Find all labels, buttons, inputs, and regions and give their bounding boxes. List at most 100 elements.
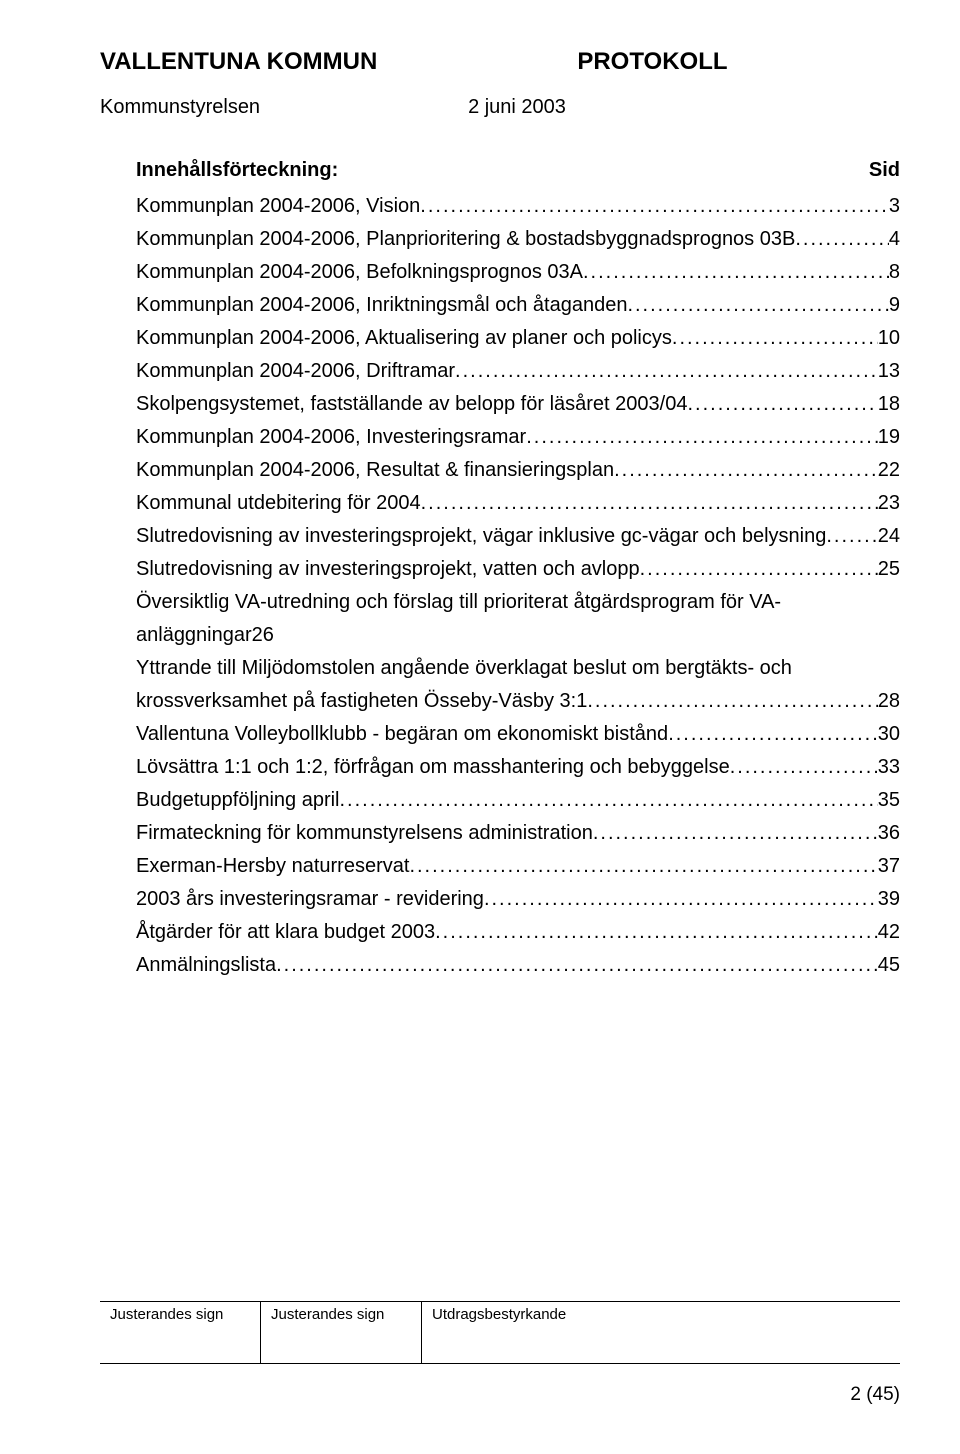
toc-entry-text: Åtgärder för att klara budget 2003: [136, 916, 435, 949]
toc-leader-dots: [593, 817, 878, 850]
toc-entry: Anmälningslista 45: [136, 949, 900, 982]
toc-entry-page: 39: [878, 883, 900, 916]
toc-entry-page: 10: [878, 322, 900, 355]
toc-entry-text: Exerman-Hersby naturreservat: [136, 850, 409, 883]
committee-name: Kommunstyrelsen: [100, 96, 260, 119]
toc-leader-dots: [627, 289, 888, 322]
toc-entry: Vallentuna Volleybollklubb - begäran om …: [136, 718, 900, 751]
toc-entry-text: Slutredovisning av investeringsprojekt, …: [136, 520, 826, 553]
toc-entry-text: 2003 års investeringsramar - revidering: [136, 883, 484, 916]
toc-entry-page: 4: [889, 223, 900, 256]
header-row-2: Kommunstyrelsen 2 juni 2003: [100, 96, 900, 119]
toc-entry-page: 37: [878, 850, 900, 883]
toc-entry: Åtgärder för att klara budget 2003 42: [136, 916, 900, 949]
toc-leader-dots: [730, 751, 878, 784]
toc-page-label: Sid: [869, 159, 900, 182]
toc-leader-dots: [421, 487, 878, 520]
toc-entry-page: 28: [878, 685, 900, 718]
toc-entry-text: Kommunplan 2004-2006, Aktualisering av p…: [136, 322, 672, 355]
toc-entry-page: 3: [889, 190, 900, 223]
toc-entry-text: Kommunplan 2004-2006, Investeringsramar: [136, 421, 526, 454]
toc-entry: Kommunplan 2004-2006, Planprioritering &…: [136, 223, 900, 256]
toc-entry: Översiktlig VA-utredning och förslag til…: [136, 586, 900, 652]
toc-entry-page: 36: [878, 817, 900, 850]
toc-entry-text: Kommunplan 2004-2006, Driftramar: [136, 355, 455, 388]
toc-entry: Kommunplan 2004-2006, Driftramar 13: [136, 355, 900, 388]
toc-leader-dots: [614, 454, 878, 487]
toc-leader-dots: [687, 388, 877, 421]
toc-leader-dots: [583, 256, 889, 289]
toc-entry: Budgetuppföljning april 35: [136, 784, 900, 817]
toc-entry: Kommunplan 2004-2006, Vision 3: [136, 190, 900, 223]
toc-leader-dots: [420, 190, 889, 223]
toc-entry: Exerman-Hersby naturreservat 37: [136, 850, 900, 883]
toc-entry: Firmateckning för kommunstyrelsens admin…: [136, 817, 900, 850]
toc-entry-text: Kommunplan 2004-2006, Planprioritering &…: [136, 223, 795, 256]
toc-entry-page: 23: [878, 487, 900, 520]
signature-cell-1: Justerandes sign: [100, 1302, 261, 1363]
toc-leader-dots: [484, 883, 878, 916]
toc-entry-page: 45: [878, 949, 900, 982]
toc-entry: Kommunplan 2004-2006, Inriktningsmål och…: [136, 289, 900, 322]
toc-leader-dots: [668, 718, 878, 751]
meeting-date: 2 juni 2003: [468, 96, 566, 119]
toc-entry-text: Kommunplan 2004-2006, Vision: [136, 190, 420, 223]
toc-entry: Yttrande till Miljödomstolen angående öv…: [136, 652, 900, 718]
toc-entry-text: Kommunplan 2004-2006, Befolkningsprognos…: [136, 256, 583, 289]
document-type: PROTOKOLL: [577, 48, 727, 76]
toc-header: Innehållsförteckning: Sid: [136, 159, 900, 182]
toc-entry: Skolpengsystemet, fastställande av belop…: [136, 388, 900, 421]
toc-entry-text: Lövsättra 1:1 och 1:2, förfrågan om mass…: [136, 751, 730, 784]
toc-entry-page: 30: [878, 718, 900, 751]
toc-entry-text: Skolpengsystemet, fastställande av belop…: [136, 388, 687, 421]
toc-entry-page: 24: [878, 520, 900, 553]
toc-entry-text: Budgetuppföljning april: [136, 784, 340, 817]
table-of-contents: Kommunplan 2004-2006, Vision3Kommunplan …: [136, 190, 900, 982]
toc-entry: Kommunal utdebitering för 2004 23: [136, 487, 900, 520]
toc-entry-text: Översiktlig VA-utredning och förslag til…: [136, 591, 781, 646]
toc-leader-dots: [340, 784, 878, 817]
toc-entry-text: Anmälningslista: [136, 949, 276, 982]
toc-entry-text-line1: Yttrande till Miljödomstolen angående öv…: [136, 652, 900, 685]
toc-entry-page: 33: [878, 751, 900, 784]
toc-leader-dots: [435, 916, 878, 949]
toc-entry: 2003 års investeringsramar - revidering 3…: [136, 883, 900, 916]
toc-entry: Kommunplan 2004-2006, Resultat & finansi…: [136, 454, 900, 487]
toc-leader-dots: [276, 949, 878, 982]
toc-entry-page: 42: [878, 916, 900, 949]
toc-entry-text: Kommunplan 2004-2006, Inriktningsmål och…: [136, 289, 627, 322]
toc-entry-text: Kommunal utdebitering för 2004: [136, 487, 421, 520]
signature-cell-3: Utdragsbestyrkande: [422, 1302, 900, 1363]
org-name: VALLENTUNA KOMMUN: [100, 48, 377, 76]
signature-table: Justerandes sign Justerandes sign Utdrag…: [100, 1301, 900, 1364]
toc-entry: Slutredovisning av investeringsprojekt, …: [136, 520, 900, 553]
toc-leader-dots: [826, 520, 877, 553]
toc-entry-page: 35: [878, 784, 900, 817]
toc-entry-text-line2: krossverksamhet på fastigheten Össeby-Vä…: [136, 685, 587, 718]
toc-entry: Kommunplan 2004-2006, Investeringsramar 1…: [136, 421, 900, 454]
toc-leader-dots: [795, 223, 889, 256]
toc-entry: Kommunplan 2004-2006, Befolkningsprognos…: [136, 256, 900, 289]
toc-leader-dots: [672, 322, 878, 355]
header-row-1: VALLENTUNA KOMMUN PROTOKOLL: [100, 48, 900, 76]
toc-entry: Lövsättra 1:1 och 1:2, förfrågan om mass…: [136, 751, 900, 784]
page-footer: Justerandes sign Justerandes sign Utdrag…: [100, 1301, 900, 1406]
toc-leader-dots: [526, 421, 878, 454]
toc-entry-text: Kommunplan 2004-2006, Resultat & finansi…: [136, 454, 614, 487]
toc-leader-dots: [587, 685, 877, 718]
toc-entry-text: Firmateckning för kommunstyrelsens admin…: [136, 817, 593, 850]
toc-entry: Kommunplan 2004-2006, Aktualisering av p…: [136, 322, 900, 355]
toc-leader-dots: [409, 850, 877, 883]
toc-entry-page: 8: [889, 256, 900, 289]
signature-cell-2: Justerandes sign: [261, 1302, 422, 1363]
toc-entry-page: 22: [878, 454, 900, 487]
toc-entry-page: 19: [878, 421, 900, 454]
toc-entry-page: 25: [878, 553, 900, 586]
toc-entry-page: 18: [878, 388, 900, 421]
toc-entry-text: Slutredovisning av investeringsprojekt, …: [136, 553, 640, 586]
toc-leader-dots: [455, 355, 878, 388]
toc-title: Innehållsförteckning:: [136, 159, 338, 182]
toc-entry-page: 13: [878, 355, 900, 388]
toc-entry-page: 9: [889, 289, 900, 322]
document-page: VALLENTUNA KOMMUN PROTOKOLL Kommunstyrel…: [0, 0, 960, 1454]
